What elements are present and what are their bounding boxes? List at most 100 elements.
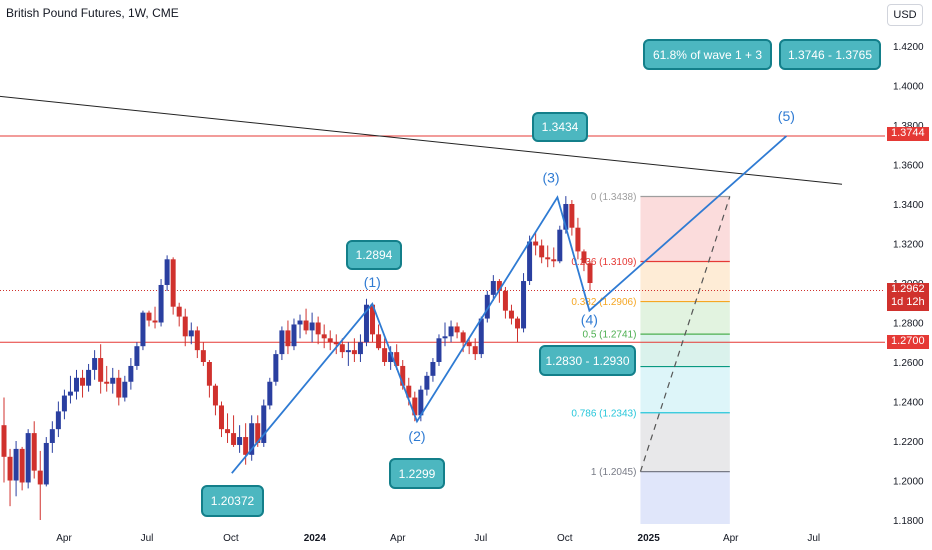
candle-body — [327, 338, 333, 343]
candle-body — [569, 204, 575, 228]
candle-body — [249, 423, 255, 455]
candle-body — [200, 350, 206, 362]
level-price-tag-upper: 1.3744 — [887, 127, 929, 141]
candle-body — [279, 330, 285, 355]
wave-label: (3) — [542, 169, 559, 185]
y-axis-tick-label: 1.2200 — [893, 437, 924, 448]
candle-body — [581, 251, 587, 264]
x-axis-tick-label: Oct — [223, 533, 239, 544]
level-price-tag-lower: 1.2700 — [887, 335, 929, 349]
candle-body — [382, 348, 388, 362]
candle-body — [303, 320, 309, 331]
candle-body — [134, 346, 140, 366]
wave-label: (4) — [581, 311, 598, 327]
y-axis-tick-label: 1.3800 — [893, 121, 924, 132]
fibonacci-retracement-group: 0 (1.3438) 0.236 (1.3109) 0.382 (1.2906) 0.… — [571, 192, 730, 524]
wave-label: (1) — [364, 274, 381, 290]
candle-body — [176, 306, 182, 317]
candle-body — [309, 322, 315, 331]
candle-body — [418, 389, 424, 416]
candle-body — [339, 344, 345, 353]
candle-body — [484, 294, 490, 319]
candle-body — [92, 358, 98, 370]
candle-body — [351, 350, 357, 355]
candle-body — [80, 377, 86, 386]
y-axis-tick-label: 1.4200 — [893, 42, 924, 53]
candle-body — [49, 429, 55, 443]
chart-title: British Pound Futures, 1W, CME — [6, 6, 179, 20]
x-axis-tick-label: Apr — [723, 533, 739, 544]
candle-body — [454, 326, 460, 333]
drawing-lines-group: (1) (2) (3) (4) (5) — [0, 95, 843, 474]
candle-body — [357, 342, 363, 355]
callout-wave3-high: 1.3434 — [532, 112, 588, 142]
candle-body — [122, 381, 128, 398]
candle-body — [478, 318, 484, 355]
x-axis-tick-label: 2024 — [304, 533, 327, 544]
candle-body — [67, 391, 73, 396]
candle-body — [19, 448, 25, 483]
current-price-tag: 1.2962 1d 12h — [887, 283, 929, 311]
candle-body — [430, 362, 436, 376]
candle-body — [557, 229, 563, 262]
candle-body — [466, 342, 472, 347]
candle-body — [110, 377, 116, 384]
candle-body — [412, 397, 418, 416]
candle-body — [321, 334, 327, 339]
fib-zone-3 — [640, 334, 730, 367]
candle-body — [146, 312, 152, 321]
fib-level-label: 1 (1.2045) — [591, 467, 637, 478]
candle-body — [575, 227, 581, 252]
elliott-wave-path — [231, 135, 787, 474]
y-axis-tick-label: 1.3400 — [893, 200, 924, 211]
candle-body — [515, 318, 521, 329]
currency-button[interactable]: USD — [887, 4, 923, 26]
current-price-value: 1.2962 — [891, 283, 925, 295]
candle-body — [73, 377, 79, 392]
candle-body — [490, 281, 496, 295]
fib-level-label: 0.786 (1.2343) — [571, 408, 636, 419]
y-axis-tick-label: 1.2800 — [893, 319, 924, 330]
candle-body — [551, 259, 557, 262]
callout-wave-start-low: 1.20372 — [201, 485, 264, 517]
candle-body — [508, 310, 514, 319]
x-axis-tick-label: Apr — [56, 533, 72, 544]
candle-body — [442, 336, 448, 339]
candle-body — [237, 437, 243, 445]
fib-zone-2 — [640, 301, 730, 335]
candle-body — [25, 433, 31, 483]
fib-level-label: 0.236 (1.3109) — [571, 257, 636, 268]
candle-body — [13, 448, 19, 481]
candle-body — [206, 362, 212, 386]
callout-wave1-high: 1.2894 — [346, 240, 402, 270]
candle-body — [496, 281, 502, 291]
fib-level-label: 0.5 (1.2741) — [583, 330, 637, 341]
candle-body — [37, 470, 43, 485]
candle-body — [273, 354, 279, 382]
candle-body — [164, 259, 170, 285]
bar-countdown: 1d 12h — [891, 296, 925, 308]
callout-wave2-low: 1.2299 — [389, 458, 445, 489]
x-axis-tick-label: Jul — [807, 533, 820, 544]
candle-body — [140, 312, 146, 347]
fib-zone-0 — [640, 196, 730, 262]
wave-label: (5) — [778, 108, 795, 124]
candle-body — [527, 241, 533, 282]
callout-wave4-zone: 1.2830 - 1.2930 — [539, 345, 636, 376]
candle-body — [388, 352, 394, 362]
candle-body — [170, 259, 176, 307]
candle-body — [1, 425, 7, 457]
candle-body — [539, 245, 545, 258]
candle-body — [243, 437, 249, 455]
candle-body — [370, 304, 376, 335]
candle-body — [587, 263, 593, 283]
candle-body — [267, 381, 273, 406]
candle-body — [255, 423, 261, 443]
resistance-trendline — [0, 95, 843, 185]
x-axis-tick-label: Jul — [141, 533, 154, 544]
fib-level-label: 0.382 (1.2906) — [571, 297, 636, 308]
candle-body — [212, 385, 218, 406]
candle-body — [376, 334, 382, 349]
candle-body — [43, 442, 49, 485]
